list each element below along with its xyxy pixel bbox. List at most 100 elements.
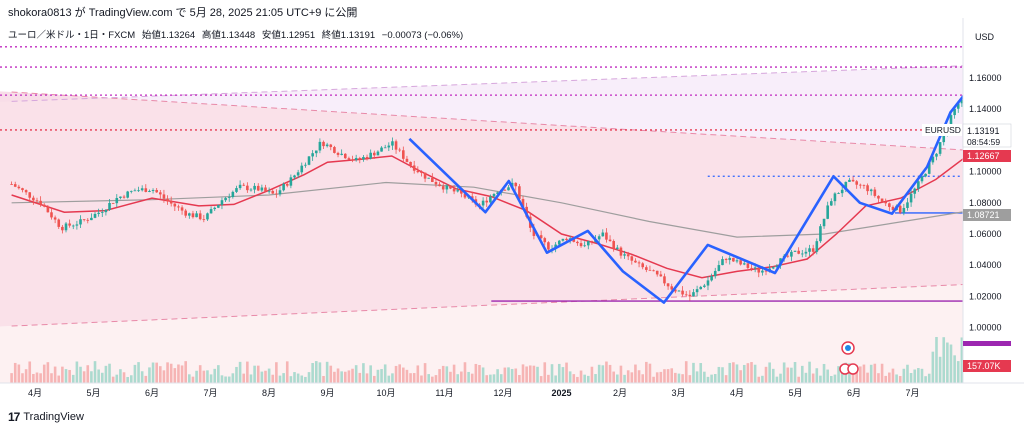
volume-bar (137, 362, 140, 383)
volume-bar (39, 373, 42, 383)
candle-body (608, 239, 612, 242)
volume-bar (521, 364, 525, 383)
candle-body (576, 241, 579, 244)
volume-bar (800, 365, 804, 383)
candle-body (764, 270, 768, 272)
time-tick-label: 2月 (613, 388, 627, 398)
volume-bar (938, 356, 942, 383)
candle-body (289, 177, 293, 186)
event-markers[interactable] (839, 341, 859, 375)
volume-bar (46, 362, 50, 383)
volume-bar (880, 363, 884, 383)
economic-event-icon[interactable] (847, 363, 859, 375)
candle-body (688, 294, 692, 297)
time-tick-label: 6月 (847, 388, 861, 398)
volume-bar (420, 375, 423, 383)
volume-bar (819, 375, 822, 383)
volume-bar (365, 373, 369, 383)
volume-bar (191, 376, 195, 383)
volume-bar (227, 376, 231, 383)
volume-bar (398, 364, 401, 383)
candle-body (100, 212, 104, 213)
candle-body (405, 158, 409, 162)
volume-bar (757, 376, 761, 383)
volume-bar (717, 366, 721, 383)
volume-bar (626, 370, 630, 383)
candle-body (630, 256, 634, 261)
time-tick-label: 7月 (203, 388, 217, 398)
candle-body (739, 260, 742, 265)
volume-bar (198, 365, 202, 383)
candle-body (793, 250, 797, 252)
candle-body (296, 172, 300, 176)
candle-body (590, 241, 594, 242)
volume-bar (695, 371, 699, 383)
volume-bar (238, 361, 242, 383)
candle-body (133, 190, 137, 192)
candle-body (108, 203, 111, 210)
time-tick-label: 10月 (376, 388, 395, 398)
volume-bar (703, 371, 706, 383)
price-axis[interactable]: USD 1.160001.140001.120001.100001.080001… (962, 18, 1002, 383)
volume-bar (300, 375, 304, 383)
volume-bar (492, 374, 496, 383)
candle-body (703, 285, 706, 287)
candle-body (24, 190, 28, 193)
candle-body (441, 186, 445, 190)
candle-body (42, 204, 46, 207)
candle-body (61, 226, 64, 231)
volume-bar (790, 367, 793, 383)
candle-body (68, 223, 71, 226)
volume-bar (32, 373, 35, 383)
zigzag-drawing[interactable] (408, 83, 1024, 304)
candle-body (837, 193, 840, 194)
time-tick-label: 7月 (905, 388, 919, 398)
symbol-name[interactable]: ユーロ／米ドル・1日・FXCM (8, 30, 136, 41)
candle-body (347, 158, 351, 160)
footer-brand-text: TradingView (23, 411, 84, 423)
volume-bar (670, 368, 674, 383)
candle-body (260, 187, 264, 191)
volume-bar (735, 364, 739, 383)
candle-body (246, 185, 249, 191)
candle-body (169, 201, 173, 204)
candle-body (318, 141, 322, 151)
volume-bar (833, 374, 837, 383)
time-tick-label: 3月 (671, 388, 685, 398)
candle-body (322, 141, 325, 147)
volume-bar (732, 362, 735, 383)
volume-bar (35, 372, 39, 383)
time-axis[interactable]: 4月 5月 6月 7月 8月 9月 10月 11月 12月 2025 2月 3月 4月 5月 6月 7月 (0, 382, 1024, 398)
candle-body (202, 219, 206, 220)
candle-body (412, 165, 416, 171)
candle-body (583, 245, 586, 247)
currency-label: USD (975, 32, 995, 42)
volume-bar (576, 376, 579, 383)
candle-body (616, 247, 619, 249)
candle-body (90, 217, 93, 221)
candle-body (728, 257, 732, 261)
volume-bar (677, 373, 681, 383)
candle-body (93, 213, 97, 218)
volume-bar (750, 362, 753, 383)
volume-bar (797, 376, 800, 383)
candle-body (637, 262, 641, 264)
volume-bar (343, 371, 347, 383)
volume-bar (655, 372, 659, 383)
volume-bars (10, 336, 963, 383)
volume-bar (173, 368, 177, 383)
candle-body (790, 251, 793, 257)
volume-bar (275, 362, 278, 383)
candle-body (235, 188, 238, 192)
volume-bar (637, 370, 641, 383)
candle-body (677, 290, 681, 292)
price-tick-label: 1.16000 (969, 73, 1002, 83)
candle-body (626, 254, 630, 257)
candle-body (376, 151, 380, 156)
price-chart[interactable]: USD 1.160001.140001.120001.100001.080001… (0, 0, 1024, 410)
volume-bar (771, 368, 775, 383)
volume-bar (920, 368, 924, 383)
footer-branding[interactable]: 17 TradingView (8, 410, 84, 424)
volume-bar (314, 361, 318, 383)
candle-body (343, 153, 347, 159)
